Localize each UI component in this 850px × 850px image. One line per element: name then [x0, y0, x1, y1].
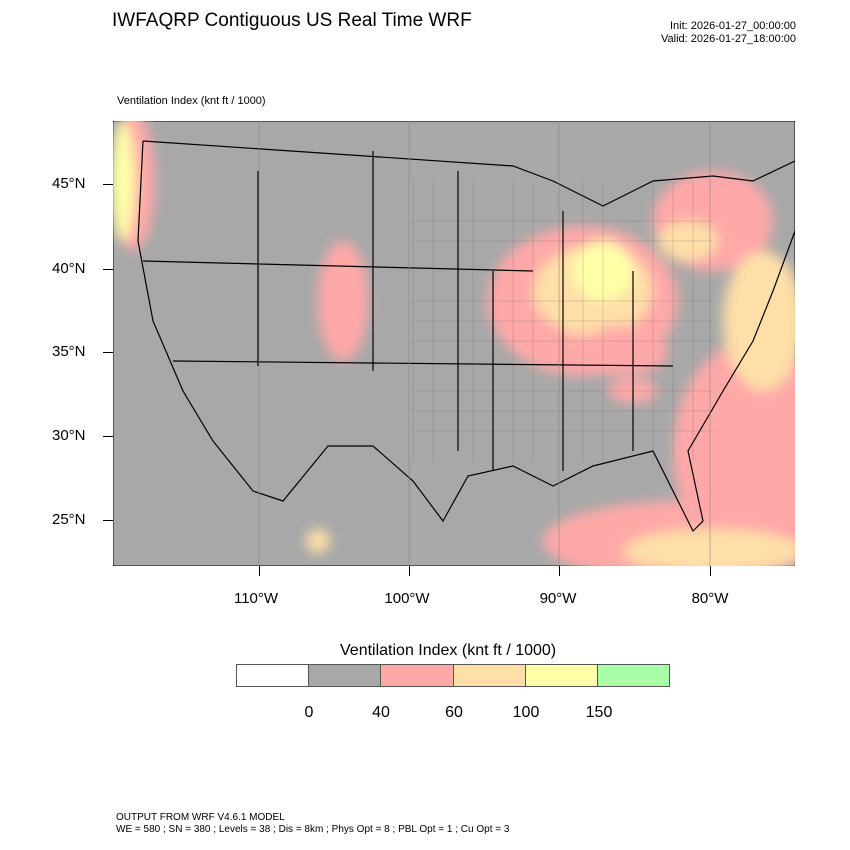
- colorbar-title: Ventilation Index (knt ft / 1000): [340, 642, 557, 659]
- valid-time: Valid: 2026-01-27_18:00:00: [661, 33, 796, 45]
- colorbar-label: 40: [372, 704, 390, 721]
- lat-tick: [103, 436, 113, 437]
- lat-tick: [103, 269, 113, 270]
- graticule: [258, 121, 711, 566]
- time-info: Init: 2026-01-27_00:00:00 Valid: 2026-01…: [661, 20, 796, 46]
- colorbar-box: [237, 665, 310, 686]
- colorbar-label: 0: [304, 704, 314, 721]
- colorbar-box: [453, 665, 526, 686]
- ventilation-index-map: [113, 121, 795, 566]
- lat-tick: [103, 352, 113, 353]
- lat-tick: [103, 520, 113, 521]
- init-time: Init: 2026-01-27_00:00:00: [670, 20, 796, 32]
- model-info: OUTPUT FROM WRF V4.6.1 MODEL WE = 580 ; …: [116, 812, 509, 836]
- boundaries: [137, 140, 795, 533]
- lon-label: 110°W: [233, 590, 279, 607]
- lon-tick: [710, 566, 711, 576]
- colorbar-label: 100: [512, 704, 540, 721]
- lon-label: 80°W: [691, 590, 729, 607]
- lon-label: 100°W: [384, 590, 430, 607]
- lon-tick: [559, 566, 560, 576]
- model-config: WE = 580 ; SN = 380 ; Levels = 38 ; Dis …: [116, 824, 510, 835]
- lon-tick: [259, 566, 260, 576]
- model-version: OUTPUT FROM WRF V4.6.1 MODEL: [116, 812, 285, 823]
- plot-title: IWFAQRP Contiguous US Real Time WRF: [112, 10, 472, 31]
- lat-label: 35°N: [52, 343, 86, 360]
- lon-tick: [409, 566, 410, 576]
- colorbar-label: 150: [585, 704, 613, 721]
- county-lines: [412, 181, 713, 461]
- lat-tick: [103, 184, 113, 185]
- field-label: Ventilation Index (knt ft / 1000): [117, 95, 266, 107]
- index-shading: [113, 121, 795, 566]
- colorbar-box: [309, 665, 382, 686]
- colorbar-label: 60: [445, 704, 463, 721]
- lat-label: 40°N: [52, 260, 86, 277]
- colorbar-box: [525, 665, 598, 686]
- lat-label: 25°N: [52, 511, 86, 528]
- lat-label: 30°N: [52, 427, 86, 444]
- lon-label: 90°W: [539, 590, 577, 607]
- colorbar: [236, 664, 670, 687]
- lat-label: 45°N: [52, 175, 86, 192]
- colorbar-box: [381, 665, 454, 686]
- colorbar-box: [597, 665, 670, 686]
